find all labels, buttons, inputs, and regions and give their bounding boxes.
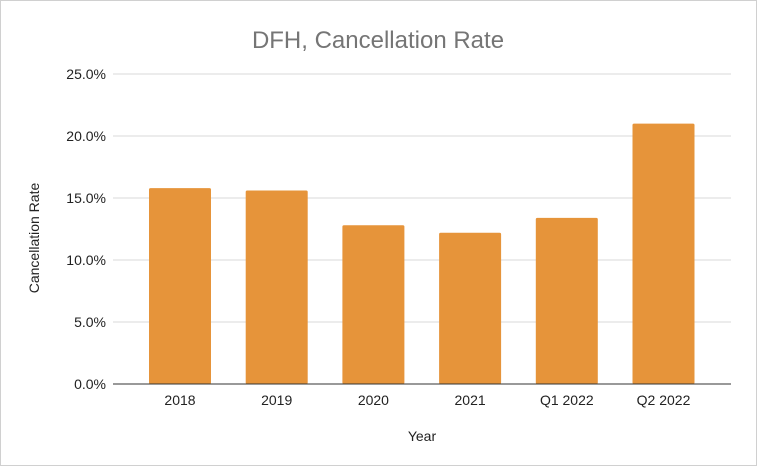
y-axis-label: Cancellation Rate xyxy=(26,183,42,294)
y-tick-label: 5.0% xyxy=(74,314,106,330)
bar-q1-2022 xyxy=(535,217,598,384)
bar-2021 xyxy=(439,232,502,384)
y-tick-label: 25.0% xyxy=(66,66,106,82)
x-tick-label: Q1 2022 xyxy=(540,392,594,408)
x-tick-label: 2020 xyxy=(358,392,389,408)
bar-2020 xyxy=(342,225,405,384)
gridlines xyxy=(113,73,731,323)
bar-2019 xyxy=(245,190,308,384)
chart-title: DFH, Cancellation Rate xyxy=(252,27,504,54)
y-tick-label: 0.0% xyxy=(74,376,106,392)
bars xyxy=(149,123,695,384)
y-axis-ticks: 0.0% 5.0% 10.0% 15.0% 20.0% 25.0% xyxy=(66,66,106,392)
y-tick-label: 15.0% xyxy=(66,190,106,206)
x-tick-label: 2021 xyxy=(455,392,486,408)
x-tick-label: Q2 2022 xyxy=(637,392,691,408)
x-axis-ticks: 2018 2019 2020 2021 Q1 2022 Q2 2022 xyxy=(164,392,690,408)
y-tick-label: 20.0% xyxy=(66,128,106,144)
x-axis-label: Year xyxy=(408,428,437,444)
x-tick-label: 2019 xyxy=(261,392,292,408)
x-tick-label: 2018 xyxy=(164,392,195,408)
y-tick-label: 10.0% xyxy=(66,252,106,268)
bar-2018 xyxy=(149,188,211,384)
bar-q2-2022 xyxy=(632,123,695,384)
